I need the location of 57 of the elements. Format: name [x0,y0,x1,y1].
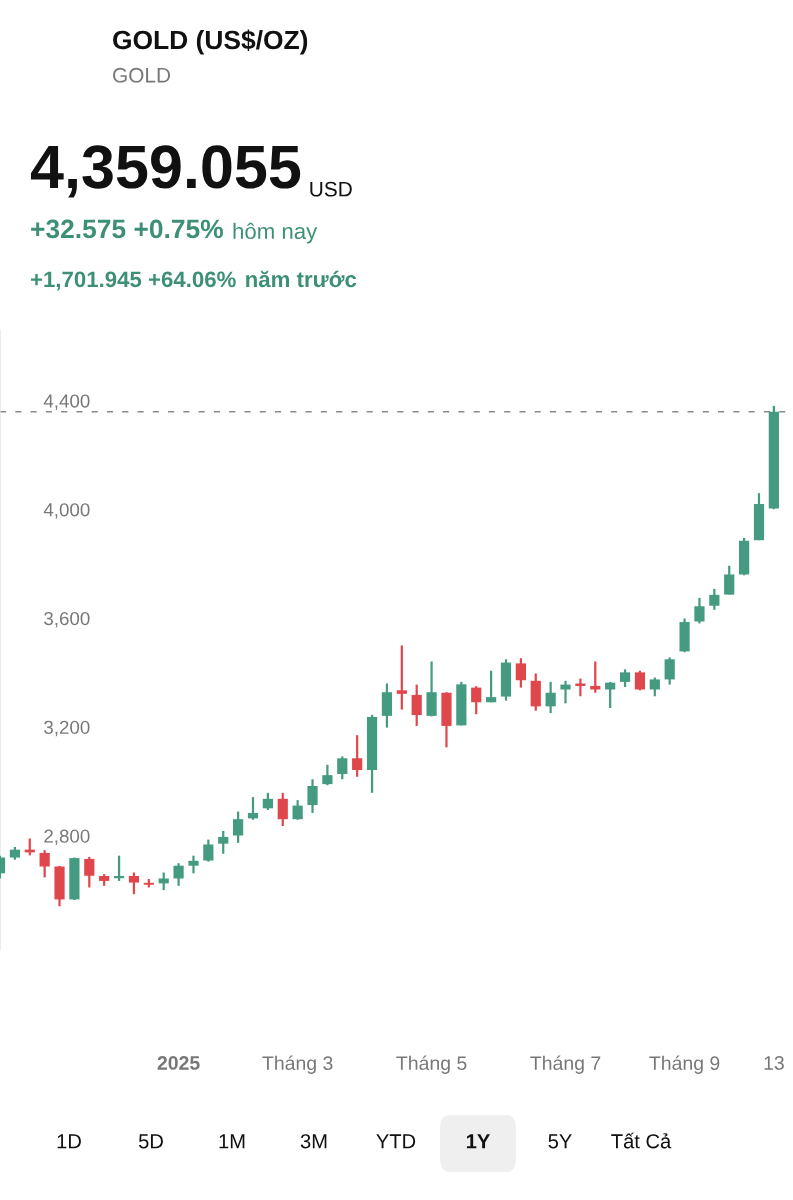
candlestick [724,564,735,596]
text: hôm nay [233,222,318,244]
candlestick [515,657,526,689]
x-tick-label: Tháng 3 [262,1055,333,1074]
candlestick [545,680,556,715]
candlestick [337,755,348,781]
y-tick-label: 4,000 [43,503,90,519]
candlestick [113,854,125,883]
candlestick [664,656,675,686]
candlestick [233,810,244,844]
candlestick [128,871,140,896]
candlestick [352,734,363,778]
candlestick [411,683,422,728]
x-tick-label: 2025 [157,1056,200,1070]
candlestick [39,849,50,879]
y-tick-label: 3,200 [44,720,90,737]
text: 5Y [548,1134,572,1149]
text: 1M [219,1134,245,1149]
candlestick [84,855,95,889]
y-tick-label: 3,600 [44,611,90,628]
candlestick [292,799,303,821]
candlestick [173,862,184,887]
candlestick [634,669,646,692]
text: USD [310,181,352,197]
candlestick [381,682,393,729]
candlestick [203,838,214,863]
y-tick-label: 4,400 [43,394,90,410]
text: 4,359.055 [30,145,301,198]
text: Tất Cả [611,1132,672,1149]
candlestick [709,587,720,611]
x-tick-label: Tháng 7 [530,1055,601,1074]
chart-title: GOLD (US$/OZ) [113,29,308,55]
candlestick [188,854,199,875]
text: YTD [376,1134,416,1149]
candlestick [277,791,288,828]
x-tick-label: Tháng 5 [396,1055,467,1074]
candlestick [247,796,259,821]
candlestick [486,669,497,704]
text: +32.575 +0.75% [31,219,223,239]
x-tick-label: 13 [764,1056,784,1070]
candlestick [322,763,333,787]
text: 5D [138,1134,163,1149]
candlestick [218,829,229,855]
candlestick [471,685,482,716]
x-tick-label: Tháng 9 [649,1055,720,1074]
candlestick [649,676,660,698]
text: năm trước [246,270,357,288]
candlestick [396,644,407,711]
text: 1D [57,1134,81,1149]
candlestick [307,778,318,815]
y-tick-label: 2,800 [44,829,90,845]
candlestick [426,660,437,718]
chart-subtitle: GOLD [113,67,171,83]
text: 1Y [466,1134,490,1149]
candlestick [694,596,705,625]
text: +1,701.945 +64.06% [30,271,236,291]
text: 3M [300,1134,327,1149]
